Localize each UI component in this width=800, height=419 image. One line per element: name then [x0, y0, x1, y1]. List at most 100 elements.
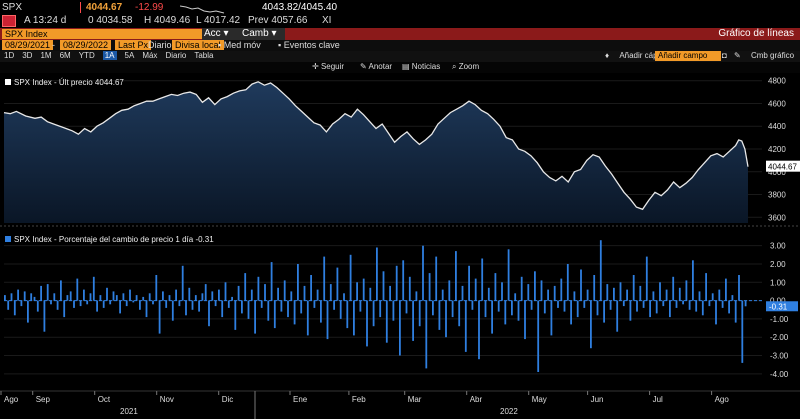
return-bar: [530, 300, 533, 310]
x-month-label: Sep: [36, 395, 51, 404]
add-study-button[interactable]: ♦ Añadir cápc: [605, 51, 670, 60]
high-price: H 4049.46: [144, 15, 191, 26]
return-bar: [517, 300, 520, 321]
range-button-1d[interactable]: 1D: [4, 51, 15, 60]
camb-menu[interactable]: Camb ▾: [240, 28, 285, 40]
annotate-label: Anotar: [368, 62, 393, 71]
end-date-field[interactable]: 08/29/2022: [60, 40, 112, 50]
return-bar: [76, 278, 79, 301]
return-bar: [171, 300, 174, 321]
return-bar: [408, 276, 411, 301]
return-bar: [478, 300, 480, 360]
return-bar: [372, 300, 375, 327]
low-price: L 4017.42: [196, 15, 241, 26]
quote-line-2: A 13:24 d 0 4034.58 H 4049.46 L 4017.42 …: [0, 15, 800, 27]
news-button[interactable]: ▤ Noticias: [402, 62, 440, 71]
price-y-tick: 4000: [768, 168, 786, 177]
return-bar: [382, 271, 385, 301]
return-bar: [79, 300, 82, 307]
range-button-5a[interactable]: 5A: [124, 51, 135, 60]
key-events-toggle[interactable]: ▪ Eventos clave: [278, 40, 340, 50]
news-label: Noticias: [411, 62, 441, 71]
range-button-6m[interactable]: 6M: [59, 51, 71, 60]
return-panel: 3.00 2.00 1.00 0.00 -1.00 -2.00 -3.00 -4.00 SPX …: [4, 235, 798, 379]
range-button-1a[interactable]: 1A: [102, 51, 117, 60]
range-button-1m[interactable]: 1M: [40, 51, 52, 60]
return-bar: [139, 300, 141, 310]
return-bar: [402, 260, 405, 301]
chevron-down-icon: ▾: [268, 28, 277, 39]
return-bar: [563, 300, 566, 312]
price-last-label: 4044.67: [768, 163, 797, 172]
window-icon[interactable]: ◘: [722, 51, 727, 60]
range-bar: 1D 3D 1M 6M YTD 1A 5A Máx Diario Tabla ♦ Añadir c…: [0, 51, 800, 62]
return-bar: [46, 284, 49, 301]
return-bar: [336, 267, 339, 301]
return-bar: [106, 287, 108, 301]
return-bar: [711, 293, 714, 301]
return-bar: [428, 273, 431, 301]
range-button-ytd[interactable]: YTD: [78, 51, 95, 60]
range-button-diario[interactable]: Diario: [165, 51, 187, 60]
return-bar: [629, 300, 632, 321]
return-bar: [273, 300, 276, 329]
last-price: 4044.67: [86, 2, 123, 13]
key-events-label: Eventos clave: [283, 40, 340, 50]
moving-average-toggle[interactable]: ▪ Med móv: [218, 40, 261, 50]
return-bar: [224, 282, 227, 301]
frequency-label[interactable]: Diario: [148, 40, 172, 50]
return-bar: [152, 300, 154, 305]
chart-menu-button[interactable]: ✎ Cmb gráfico: [734, 51, 800, 60]
return-bar: [537, 300, 540, 372]
return-bar: [385, 300, 388, 343]
range-button-máx[interactable]: Máx: [142, 51, 158, 60]
follow-button[interactable]: ✛ Seguir: [312, 62, 344, 71]
return-bar: [547, 289, 549, 301]
return-bar: [682, 300, 684, 305]
price-y-tick: 4400: [768, 122, 786, 131]
return-bar: [622, 300, 625, 307]
return-bar: [60, 280, 62, 301]
return-bar: [175, 289, 177, 301]
field-selector[interactable]: Last Px: [115, 40, 152, 50]
acc-menu[interactable]: Acc ▾: [202, 28, 240, 40]
annotate-button[interactable]: ✎ Anotar: [360, 62, 392, 71]
return-bar: [109, 300, 112, 305]
bid-ask: 4043.82/4045.40: [262, 2, 338, 13]
return-bar: [50, 300, 52, 305]
return-bar: [504, 300, 507, 325]
return-bar: [412, 300, 414, 341]
return-bar: [596, 300, 599, 316]
start-date-field[interactable]: 08/29/2021: [2, 40, 54, 50]
legend-swatch-price: [5, 79, 11, 85]
add-field-input[interactable]: Añadir campo: [655, 51, 721, 61]
return-bar: [270, 262, 273, 301]
quote-line-1: SPX 4044.67 -12.99 4043.82/4045.40: [0, 2, 800, 14]
return-y-tick: 2.00: [770, 260, 786, 269]
price-y-tick: 4200: [768, 145, 786, 154]
return-bar: [619, 282, 622, 301]
range-button-3d[interactable]: 3D: [22, 51, 33, 60]
return-bar: [405, 300, 408, 314]
return-bar: [494, 273, 497, 301]
return-bar: [99, 295, 102, 301]
return-bar: [395, 265, 398, 301]
exchange-code: XI: [322, 15, 332, 26]
security-field[interactable]: SPX Index: [2, 29, 208, 39]
price-y-tick: 3800: [768, 191, 786, 200]
zoom-button[interactable]: ⌕ Zoom: [452, 62, 479, 72]
return-bar: [458, 300, 461, 327]
acc-label: Acc: [204, 28, 221, 39]
chart-area[interactable]: 3600 3800 4000 4200 4400 4600 4800 SPX Index - …: [0, 73, 800, 419]
currency-selector[interactable]: Divisa local: [172, 40, 224, 50]
return-bar: [244, 273, 247, 301]
return-bar: [260, 300, 263, 308]
return-bar: [254, 300, 256, 334]
range-button-tabla[interactable]: Tabla: [194, 51, 214, 60]
return-bar: [17, 289, 19, 301]
return-bar: [652, 291, 655, 301]
return-bar: [491, 300, 493, 334]
return-bar: [744, 300, 747, 307]
chart-menu-label: Cmb gráfico: [750, 51, 795, 60]
return-bar: [665, 289, 668, 301]
